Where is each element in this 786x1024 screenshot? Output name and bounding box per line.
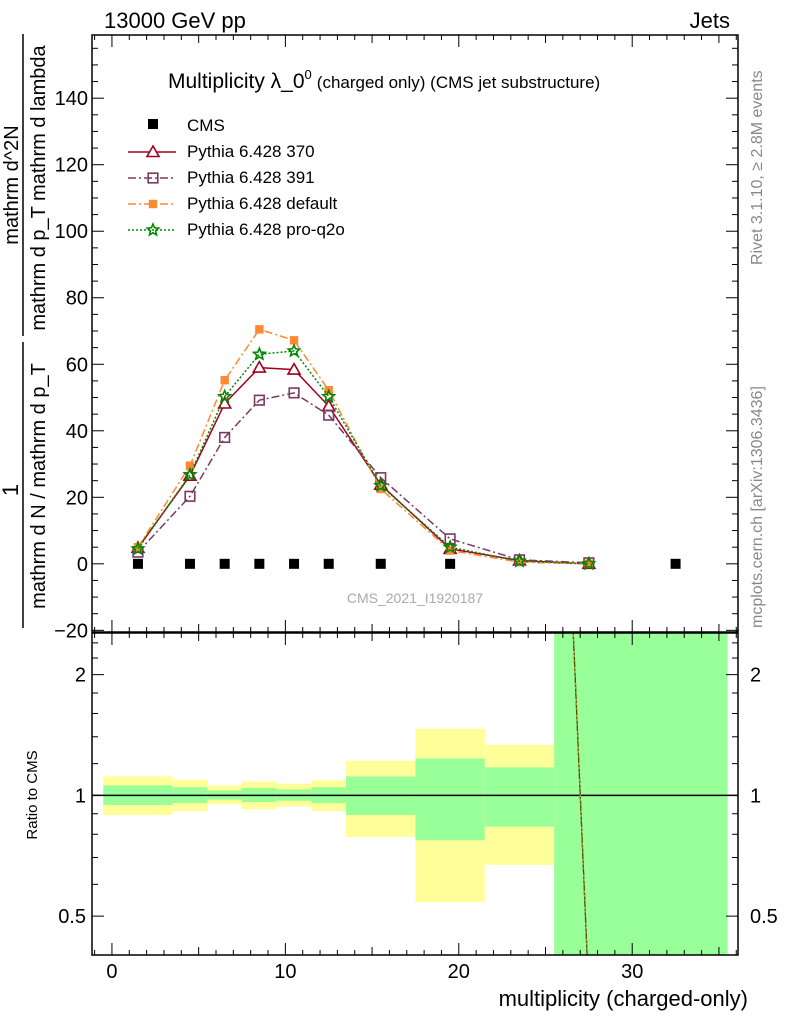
cms-data-point (184, 558, 195, 569)
ratio-bands (103, 633, 728, 955)
ylabel-frac2-num: mathrm d^2N (1, 125, 23, 244)
star-marker (442, 539, 458, 554)
star-marker (145, 221, 161, 237)
legend-label-2: Pythia 6.428 default (187, 194, 338, 213)
star-marker (182, 466, 198, 482)
square-marker (148, 199, 158, 209)
y-tick-label: 100 (55, 221, 88, 243)
series-line-2 (137, 328, 589, 565)
ratio-line (572, 632, 588, 956)
ratio-tick-label-left: 1 (75, 785, 86, 807)
y-tick-label: 60 (66, 354, 88, 376)
y-tick-label: 20 (66, 487, 88, 509)
watermark: CMS_2021_I1920187 (347, 590, 483, 606)
square-marker (323, 409, 335, 421)
square-marker (147, 172, 159, 184)
plot-title: Multiplicity λ_00 (charged only) (CMS jet… (168, 67, 600, 93)
title-main: Multiplicity λ_0 (168, 70, 305, 93)
main-series (130, 325, 681, 571)
ratio-lines (92, 632, 738, 956)
main-frame (91, 34, 739, 633)
y-tick-label: 40 (66, 421, 88, 443)
square-marker (444, 533, 456, 545)
star-marker (321, 388, 337, 404)
square-marker (133, 542, 143, 552)
cms-data-point (132, 558, 143, 569)
tick-labels: −20 0 20 40 60 80 100 120 140 0 10 20 30 0.5 0.5 1 1 2 2 (54, 88, 778, 983)
star-marker (511, 553, 528, 568)
ratio-tick-label-left: 2 (75, 665, 86, 687)
cms-data-point (375, 558, 386, 569)
series-line-0 (137, 366, 589, 565)
ratio-tick-label-left: 0.5 (58, 906, 86, 928)
y-tick-label: 120 (55, 155, 88, 177)
ratio-ylabel: Ratio to CMS (24, 750, 41, 839)
rivet-label: Rivet 3.1.10, ≥ 2.8M events (749, 70, 766, 265)
triangle-marker (286, 361, 302, 375)
square-marker (185, 461, 195, 470)
y-tick-label: 140 (55, 88, 88, 110)
ratio-band-inner (554, 633, 728, 955)
square-marker (289, 336, 299, 345)
axis-ticks (92, 35, 738, 956)
star-marker (372, 477, 389, 493)
header-right: Jets (690, 8, 730, 33)
cms-data-point (289, 558, 300, 569)
star-marker (286, 342, 302, 358)
square-marker (219, 431, 231, 444)
square-marker (288, 387, 300, 399)
square-marker (253, 394, 265, 406)
y-tick-label: 80 (66, 288, 88, 310)
x-tick-label: 30 (621, 961, 643, 983)
series-line-1 (137, 392, 589, 564)
legend-label-cms: CMS (187, 116, 225, 135)
title-sup: 0 (305, 67, 312, 82)
legend-symbol-cms (148, 119, 158, 129)
ylabel-frac2-den: mathrm d p_T mathrm d lambda (28, 44, 50, 330)
star-marker (217, 388, 233, 404)
square-marker (584, 559, 594, 569)
x-tick-label: 0 (106, 961, 117, 983)
star-marker (251, 346, 268, 361)
mcplots-label: mcplots.cern.ch [arXiv:1306.3436] (749, 386, 766, 628)
cms-data-point (219, 558, 230, 569)
ylabel-frac1-den: mathrm d N / mathrm d p_T (28, 363, 50, 609)
y-tick-label: −20 (54, 620, 88, 642)
square-marker (515, 557, 524, 567)
ylabel-frac1-num: 1 (0, 484, 23, 496)
header-left: 13000 GeV pp (104, 8, 246, 33)
title-rest: (charged only) (CMS jet substructure) (317, 73, 600, 92)
cms-data-point (254, 558, 265, 569)
triangle-marker (251, 359, 267, 373)
ratio-frame (91, 632, 739, 956)
x-tick-label: 20 (448, 961, 470, 983)
ratio-band-inner (484, 767, 555, 827)
legend: CMS Pythia 6.428 370 Pythia 6.428 391 Py… (128, 116, 345, 239)
cms-data-point (445, 558, 456, 569)
triangle-marker (145, 144, 161, 158)
star-marker (581, 555, 597, 571)
square-marker (255, 325, 264, 334)
y-tick-label: 0 (77, 554, 88, 576)
ratio-band-inner (415, 758, 485, 841)
x-axis-label: multiplicity (charged-only) (499, 986, 748, 1011)
ratio-tick-label-right: 2 (750, 665, 761, 687)
ratio-tick-label-right: 1 (750, 785, 761, 807)
ratio-tick-label-right: 0.5 (750, 906, 778, 928)
series-line-3 (137, 350, 589, 565)
square-marker (184, 490, 196, 502)
legend-label-3: Pythia 6.428 pro-q2o (187, 220, 345, 239)
cms-data-point (670, 558, 681, 569)
legend-label-0: Pythia 6.428 370 (187, 142, 315, 161)
square-marker (220, 376, 229, 385)
cms-data-point (323, 558, 334, 569)
legend-label-1: Pythia 6.428 391 (187, 168, 315, 187)
x-tick-label: 10 (274, 961, 296, 983)
star-marker (130, 540, 146, 556)
